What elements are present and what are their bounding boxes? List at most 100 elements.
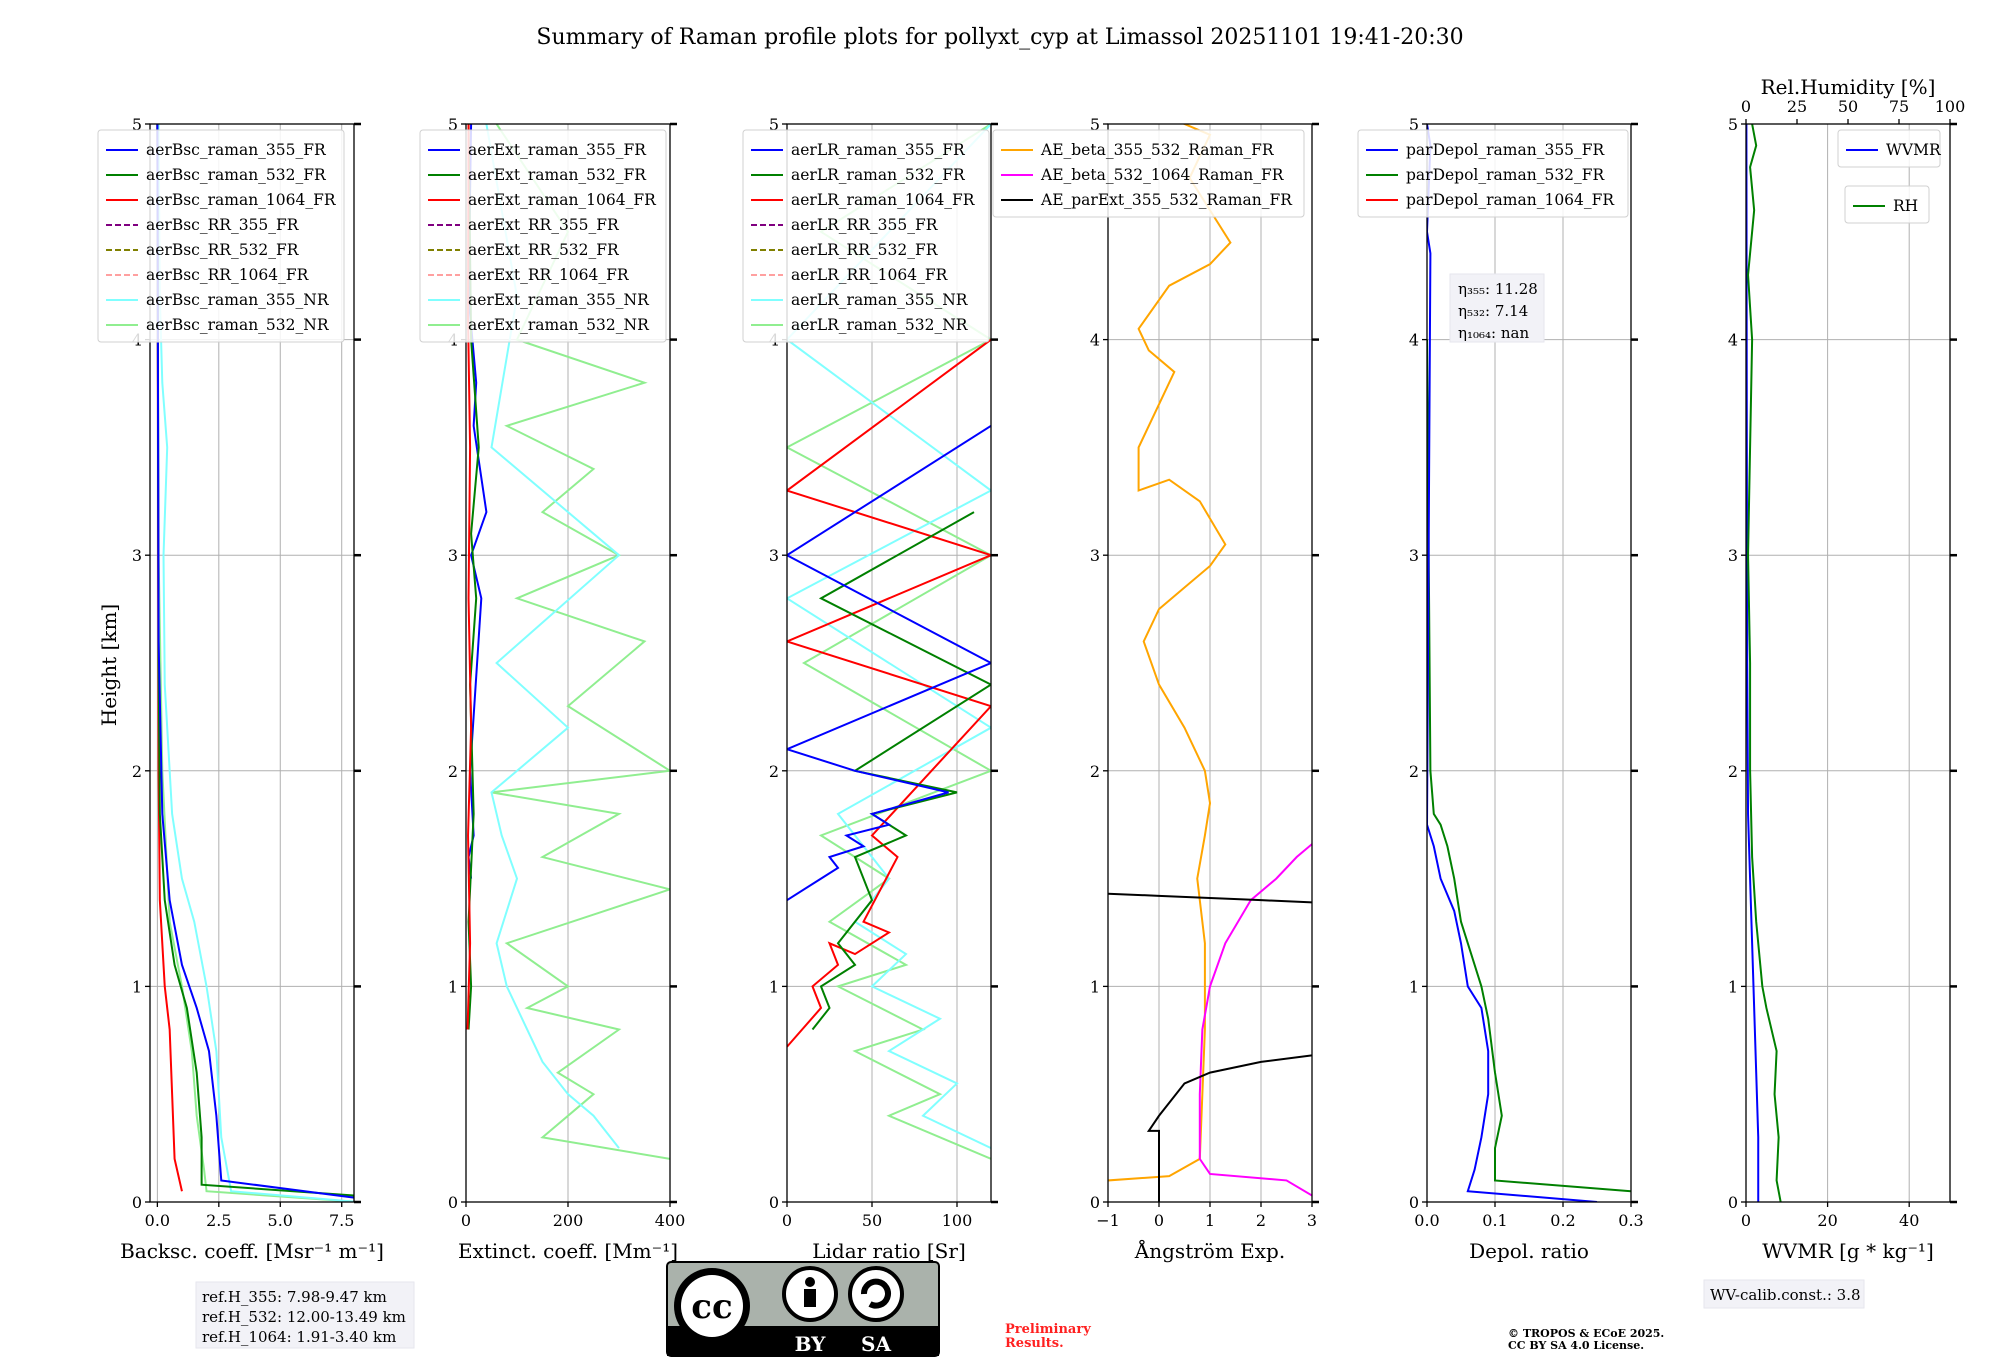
eta-355-text: η₃₅₅: 11.28 — [1458, 280, 1538, 298]
legend: parDepol_raman_355_FR parDepol_raman_532_… — [1357, 129, 1629, 218]
legend-entry: aerLR_RR_355_FR — [791, 216, 939, 234]
legend-entry: aerBsc_RR_532_FR — [146, 241, 300, 259]
legend-entry: aerExt_raman_355_NR — [468, 291, 650, 309]
y-tick-label: 2 — [132, 762, 142, 781]
results-label: Results. — [1005, 1336, 1064, 1351]
legend-box — [97, 129, 345, 343]
y-tick-label: 2 — [1090, 762, 1100, 781]
legend-box — [1844, 185, 1930, 224]
x-tick-label: −1 — [1096, 1211, 1120, 1230]
y-tick-label: 5 — [132, 115, 142, 134]
y-tick-label: 3 — [769, 546, 779, 565]
series-line-parDepol_raman_355_FR — [1427, 124, 1598, 1202]
legend: RH — [1844, 185, 1930, 224]
legend-entry: aerLR_raman_355_NR — [791, 291, 969, 309]
x-tick-label: 3 — [1307, 1211, 1317, 1230]
x-axis-label: Ångström Exp. — [1134, 1238, 1285, 1263]
legend-entry: aerBsc_raman_532_NR — [146, 316, 330, 334]
series-line-aerLR_raman_532_FR — [811, 511, 991, 1031]
legend: AE_beta_355_532_Raman_FR AE_beta_532_1064… — [992, 129, 1305, 218]
series-line-WVMR — [1746, 124, 1760, 1202]
reference-height-box: ref.H_355: 7.98-9.47 km ref.H_532: 12.00… — [195, 1281, 415, 1349]
wv-calib-box: WV-calib.const.: 3.8 — [1703, 1279, 1865, 1309]
axes-frame — [1426, 123, 1632, 1203]
y-tick-label: 1 — [132, 977, 142, 996]
cc-by-sa-badge: cc BY SA — [666, 1261, 940, 1357]
series-line-aerExt_raman_355_NR — [485, 124, 621, 1149]
series-line-AE_beta_532_1064_Raman_FR — [1198, 843, 1312, 1197]
axes-frame — [149, 123, 355, 1203]
x-tick-label: 100 — [942, 1211, 973, 1230]
series-line-aerBsc_raman_355_NR — [157, 124, 354, 1202]
y-tick-label: 5 — [448, 115, 458, 134]
y-tick-label: 5 — [1409, 115, 1419, 134]
legend-entry: AE_beta_355_532_Raman_FR — [1040, 141, 1275, 159]
y-tick-label: 1 — [1728, 977, 1738, 996]
y-tick-label: 5 — [1090, 115, 1100, 134]
y-tick-label: 0 — [1409, 1193, 1419, 1212]
eta-1064-text: η₁₀₆₄: nan — [1458, 324, 1529, 342]
legend-box — [1837, 129, 1941, 168]
x-tick-label: 40 — [1899, 1211, 1919, 1230]
legend: aerExt_raman_355_FR aerExt_raman_532_FRae… — [419, 129, 667, 343]
x-axis-label: Backsc. coeff. [Msr⁻¹ m⁻¹] — [120, 1239, 384, 1263]
y-tick-label: 3 — [1090, 546, 1100, 565]
series-line-AE_parExt_355_532_Raman_FR (segments) — [1108, 892, 1312, 904]
share-alike-icon — [848, 1266, 904, 1322]
x-tick-label: 200 — [553, 1211, 584, 1230]
wv-calib-text: WV-calib.const.: 3.8 — [1710, 1286, 1861, 1304]
series-line-aerExt_raman_532_NR — [491, 124, 670, 1160]
sa-label: SA — [861, 1332, 891, 1356]
copyright-line-1: © TROPOS & ECoE 2025. — [1508, 1327, 1664, 1340]
x-tick-label: 5.0 — [268, 1211, 293, 1230]
x-tick-label: 2.5 — [206, 1211, 231, 1230]
y-tick-label: 5 — [769, 115, 779, 134]
legend-entry: AE_beta_532_1064_Raman_FR — [1040, 166, 1285, 184]
y-tick-label: 5 — [1728, 115, 1738, 134]
legend: WVMR — [1837, 129, 1942, 168]
legend-box — [992, 129, 1305, 218]
x-tick-label: 0.1 — [1482, 1211, 1507, 1230]
legend-box — [1357, 129, 1629, 218]
top-x-tick-label: 0 — [1741, 97, 1751, 116]
top-x-tick-label: 75 — [1889, 97, 1909, 116]
x-tick-label: 2 — [1256, 1211, 1266, 1230]
ref-h-532-text: ref.H_532: 12.00-13.49 km — [202, 1308, 406, 1326]
y-tick-label: 0 — [132, 1193, 142, 1212]
series-line-aerLR_raman_1064_FR — [787, 338, 991, 1048]
legend: aerBsc_raman_355_FR aerBsc_raman_532_FRae… — [97, 129, 345, 343]
series-line-aerLR_raman_355_FR — [787, 424, 991, 902]
panel-lidar-ratio: 012345050100Lidar ratio [Sr]aerLR_raman_… — [742, 115, 998, 1263]
x-tick-label: 0 — [782, 1211, 792, 1230]
series-line-RH — [1747, 124, 1782, 1202]
series-group — [1746, 124, 1782, 1202]
x-tick-label: 400 — [655, 1211, 686, 1230]
legend-entry: aerExt_raman_532_NR — [468, 316, 650, 334]
legend-entry: aerLR_raman_1064_FR — [791, 191, 976, 209]
x-tick-label: 1 — [1205, 1211, 1215, 1230]
legend-entry: aerBsc_RR_355_FR — [146, 216, 300, 234]
y-tick-label: 2 — [1728, 762, 1738, 781]
top-x-tick-label: 50 — [1838, 97, 1858, 116]
y-tick-label: 0 — [1090, 1193, 1100, 1212]
x-tick-label: 0 — [461, 1211, 471, 1230]
ref-h-1064-text: ref.H_1064: 1.91-3.40 km — [202, 1328, 396, 1346]
y-tick-label: 3 — [1728, 546, 1738, 565]
legend-entry: aerExt_raman_1064_FR — [468, 191, 657, 209]
legend-entry: RH — [1893, 197, 1918, 215]
y-tick-label: 0 — [1728, 1193, 1738, 1212]
series-group — [466, 124, 670, 1160]
x-tick-label: 50 — [862, 1211, 882, 1230]
x-axis-label: Extinct. coeff. [Mm⁻¹] — [458, 1239, 678, 1263]
legend-entry: aerBsc_raman_1064_FR — [146, 191, 337, 209]
legend-entry: aerLR_RR_532_FR — [791, 241, 939, 259]
series-line-parDepol_raman_532_FR — [1427, 339, 1631, 1193]
y-tick-label: 0 — [448, 1193, 458, 1212]
y-tick-label: 2 — [769, 762, 779, 781]
x-tick-label: 0.0 — [145, 1211, 170, 1230]
y-axis-label: Height [km] — [97, 604, 121, 726]
by-label: BY — [795, 1332, 827, 1356]
